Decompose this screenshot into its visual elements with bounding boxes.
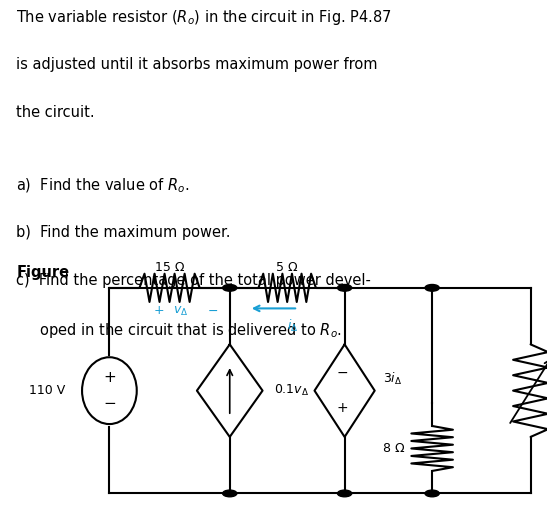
Text: 5 Ω: 5 Ω [276,261,298,274]
Text: $i_\Delta$: $i_\Delta$ [287,318,298,335]
Text: $3i_\Delta$: $3i_\Delta$ [383,371,402,387]
Text: 8 Ω: 8 Ω [383,442,405,455]
Text: is adjusted until it absorbs maximum power from: is adjusted until it absorbs maximum pow… [16,57,378,71]
Text: The variable resistor ($R_o$) in the circuit in Fig. P4.87: The variable resistor ($R_o$) in the cir… [16,8,392,27]
Text: 110 V: 110 V [30,384,66,397]
Circle shape [223,285,237,291]
Text: +: + [336,401,348,415]
Text: 15 Ω: 15 Ω [155,261,184,274]
Text: c)  Find the percentage of the total power devel-: c) Find the percentage of the total powe… [16,273,371,288]
Text: $0.1v_\Delta$: $0.1v_\Delta$ [274,383,309,398]
Text: −: − [208,304,219,318]
Text: the circuit.: the circuit. [16,105,95,120]
Text: b)  Find the maximum power.: b) Find the maximum power. [16,225,231,240]
Text: Figure: Figure [16,265,69,280]
Text: oped in the circuit that is delivered to $R_o$.: oped in the circuit that is delivered to… [16,321,342,340]
Text: a)  Find the value of $R_o$.: a) Find the value of $R_o$. [16,177,190,195]
Circle shape [425,490,439,497]
Circle shape [425,285,439,291]
Text: +: + [103,370,116,386]
Text: +: + [153,304,164,318]
Text: −: − [103,396,116,411]
Text: $v_\Delta$: $v_\Delta$ [173,304,188,318]
Circle shape [337,490,352,497]
Text: −: − [336,366,348,380]
Circle shape [223,490,237,497]
Circle shape [337,285,352,291]
